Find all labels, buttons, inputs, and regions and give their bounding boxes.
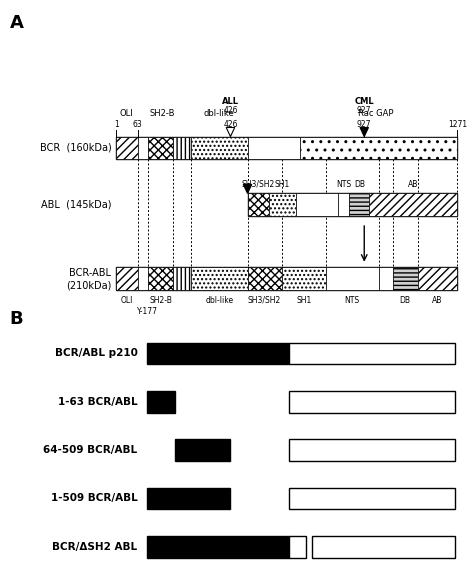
Bar bbox=[289, 391, 455, 413]
Bar bbox=[301, 137, 457, 159]
Text: AB: AB bbox=[432, 296, 443, 305]
Bar bbox=[191, 267, 247, 290]
Text: OLI: OLI bbox=[120, 296, 133, 305]
Text: 1-63 BCR/ABL: 1-63 BCR/ABL bbox=[58, 397, 137, 407]
Bar bbox=[247, 267, 282, 290]
Text: SH2-B: SH2-B bbox=[149, 296, 172, 305]
Text: SH1: SH1 bbox=[296, 296, 311, 305]
Bar bbox=[174, 439, 230, 461]
Text: 1-509 BCR/ABL: 1-509 BCR/ABL bbox=[51, 493, 137, 504]
Text: 63: 63 bbox=[133, 119, 143, 129]
Bar bbox=[312, 536, 455, 558]
Bar bbox=[289, 343, 455, 364]
Text: CML: CML bbox=[355, 97, 374, 106]
Text: dbl-like: dbl-like bbox=[204, 109, 235, 118]
Bar bbox=[147, 536, 289, 558]
Bar bbox=[379, 267, 392, 290]
Bar bbox=[191, 137, 247, 159]
Bar bbox=[289, 488, 455, 509]
Bar bbox=[173, 137, 191, 159]
Text: NTS: NTS bbox=[336, 180, 351, 189]
Polygon shape bbox=[360, 127, 368, 137]
Bar bbox=[147, 391, 174, 413]
Bar bbox=[268, 193, 296, 216]
Text: A: A bbox=[9, 14, 23, 32]
Text: 1271: 1271 bbox=[448, 119, 467, 129]
Bar bbox=[296, 193, 338, 216]
Text: 927: 927 bbox=[357, 119, 372, 129]
Text: 426: 426 bbox=[223, 106, 237, 115]
Bar bbox=[282, 267, 326, 290]
Text: BCR-ABL
(210kDa): BCR-ABL (210kDa) bbox=[66, 267, 111, 290]
Bar bbox=[137, 267, 148, 290]
Text: NTS: NTS bbox=[345, 296, 360, 305]
Bar bbox=[247, 193, 268, 216]
Bar bbox=[116, 137, 137, 159]
Bar bbox=[369, 193, 457, 216]
Bar bbox=[289, 536, 306, 558]
Bar bbox=[116, 137, 457, 159]
Text: 927: 927 bbox=[357, 106, 372, 115]
Text: BCR/ABL p210: BCR/ABL p210 bbox=[55, 348, 137, 358]
Bar bbox=[326, 267, 379, 290]
Text: ALL: ALL bbox=[222, 97, 239, 106]
Text: SH2-B: SH2-B bbox=[149, 109, 175, 118]
Text: Rac GAP: Rac GAP bbox=[358, 109, 393, 118]
Text: DB: DB bbox=[354, 180, 365, 189]
Bar bbox=[137, 137, 148, 159]
Text: AB: AB bbox=[408, 180, 419, 189]
Text: 64-509 BCR/ABL: 64-509 BCR/ABL bbox=[43, 445, 137, 455]
Text: DB: DB bbox=[400, 296, 410, 305]
Text: B: B bbox=[9, 310, 23, 328]
Text: SH3/SH2: SH3/SH2 bbox=[248, 296, 281, 305]
Text: SH1: SH1 bbox=[274, 180, 290, 189]
Bar bbox=[147, 343, 289, 364]
Bar bbox=[173, 267, 191, 290]
Polygon shape bbox=[226, 127, 235, 137]
Bar bbox=[247, 137, 301, 159]
Bar bbox=[349, 193, 369, 216]
Text: dbl-like: dbl-like bbox=[205, 296, 233, 305]
Bar bbox=[247, 193, 457, 216]
Text: 1: 1 bbox=[114, 119, 118, 129]
Text: ABL  (145kDa): ABL (145kDa) bbox=[41, 200, 111, 210]
Bar bbox=[392, 267, 418, 290]
Bar bbox=[116, 267, 137, 290]
Bar bbox=[116, 267, 457, 290]
Polygon shape bbox=[243, 184, 252, 193]
Text: 426: 426 bbox=[223, 119, 237, 129]
Bar bbox=[148, 267, 173, 290]
Text: Y-177: Y-177 bbox=[137, 307, 158, 316]
Bar bbox=[147, 488, 230, 509]
Text: BCR  (160kDa): BCR (160kDa) bbox=[40, 143, 111, 153]
Text: BCR/ΔSH2 ABL: BCR/ΔSH2 ABL bbox=[52, 542, 137, 552]
Bar bbox=[338, 193, 349, 216]
Bar bbox=[148, 137, 173, 159]
Bar bbox=[418, 267, 457, 290]
Text: OLI: OLI bbox=[120, 109, 134, 118]
Text: SH3/SH2: SH3/SH2 bbox=[241, 180, 274, 189]
Bar bbox=[289, 439, 455, 461]
